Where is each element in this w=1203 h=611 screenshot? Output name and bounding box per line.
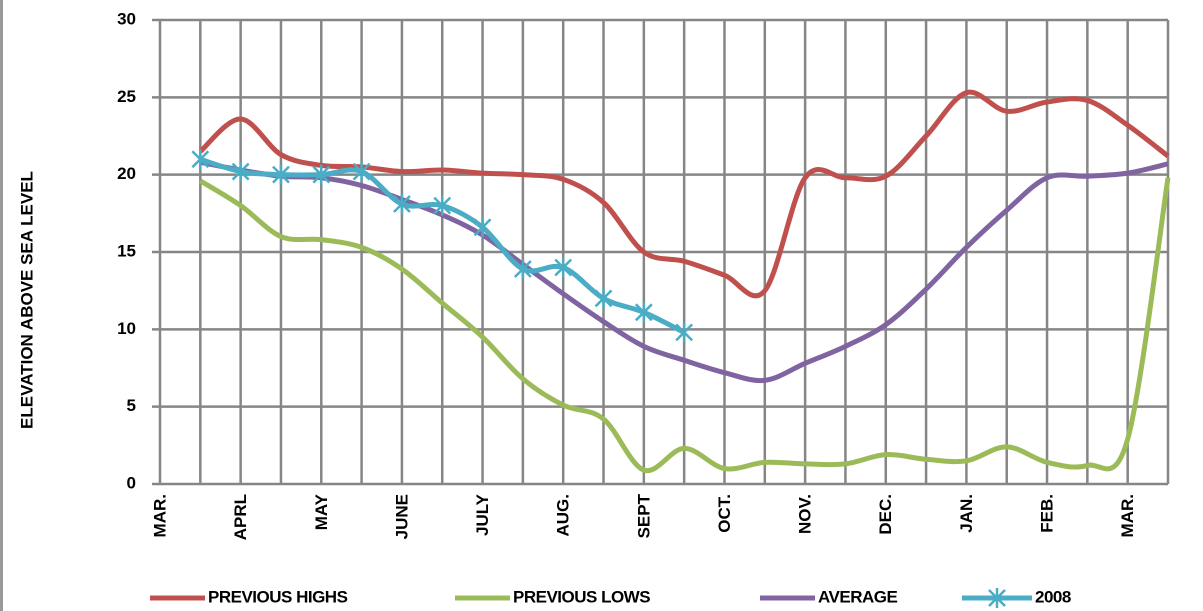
marker — [272, 164, 290, 185]
x-tick-label: FEB. — [1038, 494, 1057, 533]
x-tick-label: JUNE — [392, 494, 411, 539]
x-tick-label: OCT. — [715, 494, 734, 533]
marker — [231, 161, 250, 182]
x-tick-label: JAN. — [957, 494, 976, 533]
y-tick-label: 10 — [117, 319, 136, 338]
series-line — [199, 159, 1169, 384]
x-tick-label: MAR. — [1118, 494, 1137, 537]
y-tick-label: 20 — [117, 164, 136, 183]
marker — [634, 302, 653, 323]
x-tick-label: DEC. — [876, 494, 895, 535]
y-tick-label: 15 — [117, 241, 136, 260]
legend-label: AVERAGE — [818, 587, 897, 606]
marker — [312, 164, 331, 185]
x-tick-label: JULY — [473, 493, 492, 536]
series-line — [199, 177, 1171, 474]
x-tick-label: MAR. — [150, 494, 169, 537]
x-tick-label: NOV. — [796, 494, 815, 534]
marker — [594, 288, 613, 309]
marker — [393, 194, 411, 215]
marker — [473, 217, 492, 238]
y-tick-label: 25 — [117, 87, 136, 106]
y-tick-label: 30 — [117, 9, 136, 28]
marker — [675, 322, 694, 343]
y-axis-label: ELEVATION ABOVE SEA LEVEL — [17, 171, 36, 429]
x-tick-label: AUG. — [554, 494, 573, 537]
legend-marker — [988, 588, 1006, 608]
y-tick-label: 5 — [127, 396, 136, 415]
legend-label: PREVIOUS HIGHS — [208, 587, 348, 606]
y-tick-label: 0 — [127, 473, 136, 492]
marker — [554, 257, 573, 278]
legend-label: 2008 — [1035, 587, 1071, 606]
marker — [191, 149, 210, 170]
x-tick-label: MAY — [312, 493, 331, 530]
marker — [433, 195, 452, 216]
legend-label: PREVIOUS LOWS — [513, 587, 650, 606]
marker — [513, 259, 532, 280]
x-tick-label: APRL — [231, 494, 250, 540]
marker — [352, 161, 371, 182]
x-tick-label: SEPT — [634, 493, 653, 538]
